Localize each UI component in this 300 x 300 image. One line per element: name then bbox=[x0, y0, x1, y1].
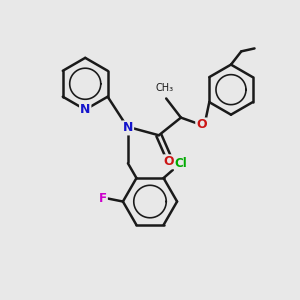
Text: Cl: Cl bbox=[175, 158, 188, 170]
Text: CH₃: CH₃ bbox=[156, 83, 174, 93]
Text: N: N bbox=[123, 122, 133, 134]
Text: O: O bbox=[164, 155, 175, 168]
Text: O: O bbox=[196, 118, 207, 131]
Text: N: N bbox=[80, 103, 90, 116]
Text: F: F bbox=[99, 192, 107, 205]
